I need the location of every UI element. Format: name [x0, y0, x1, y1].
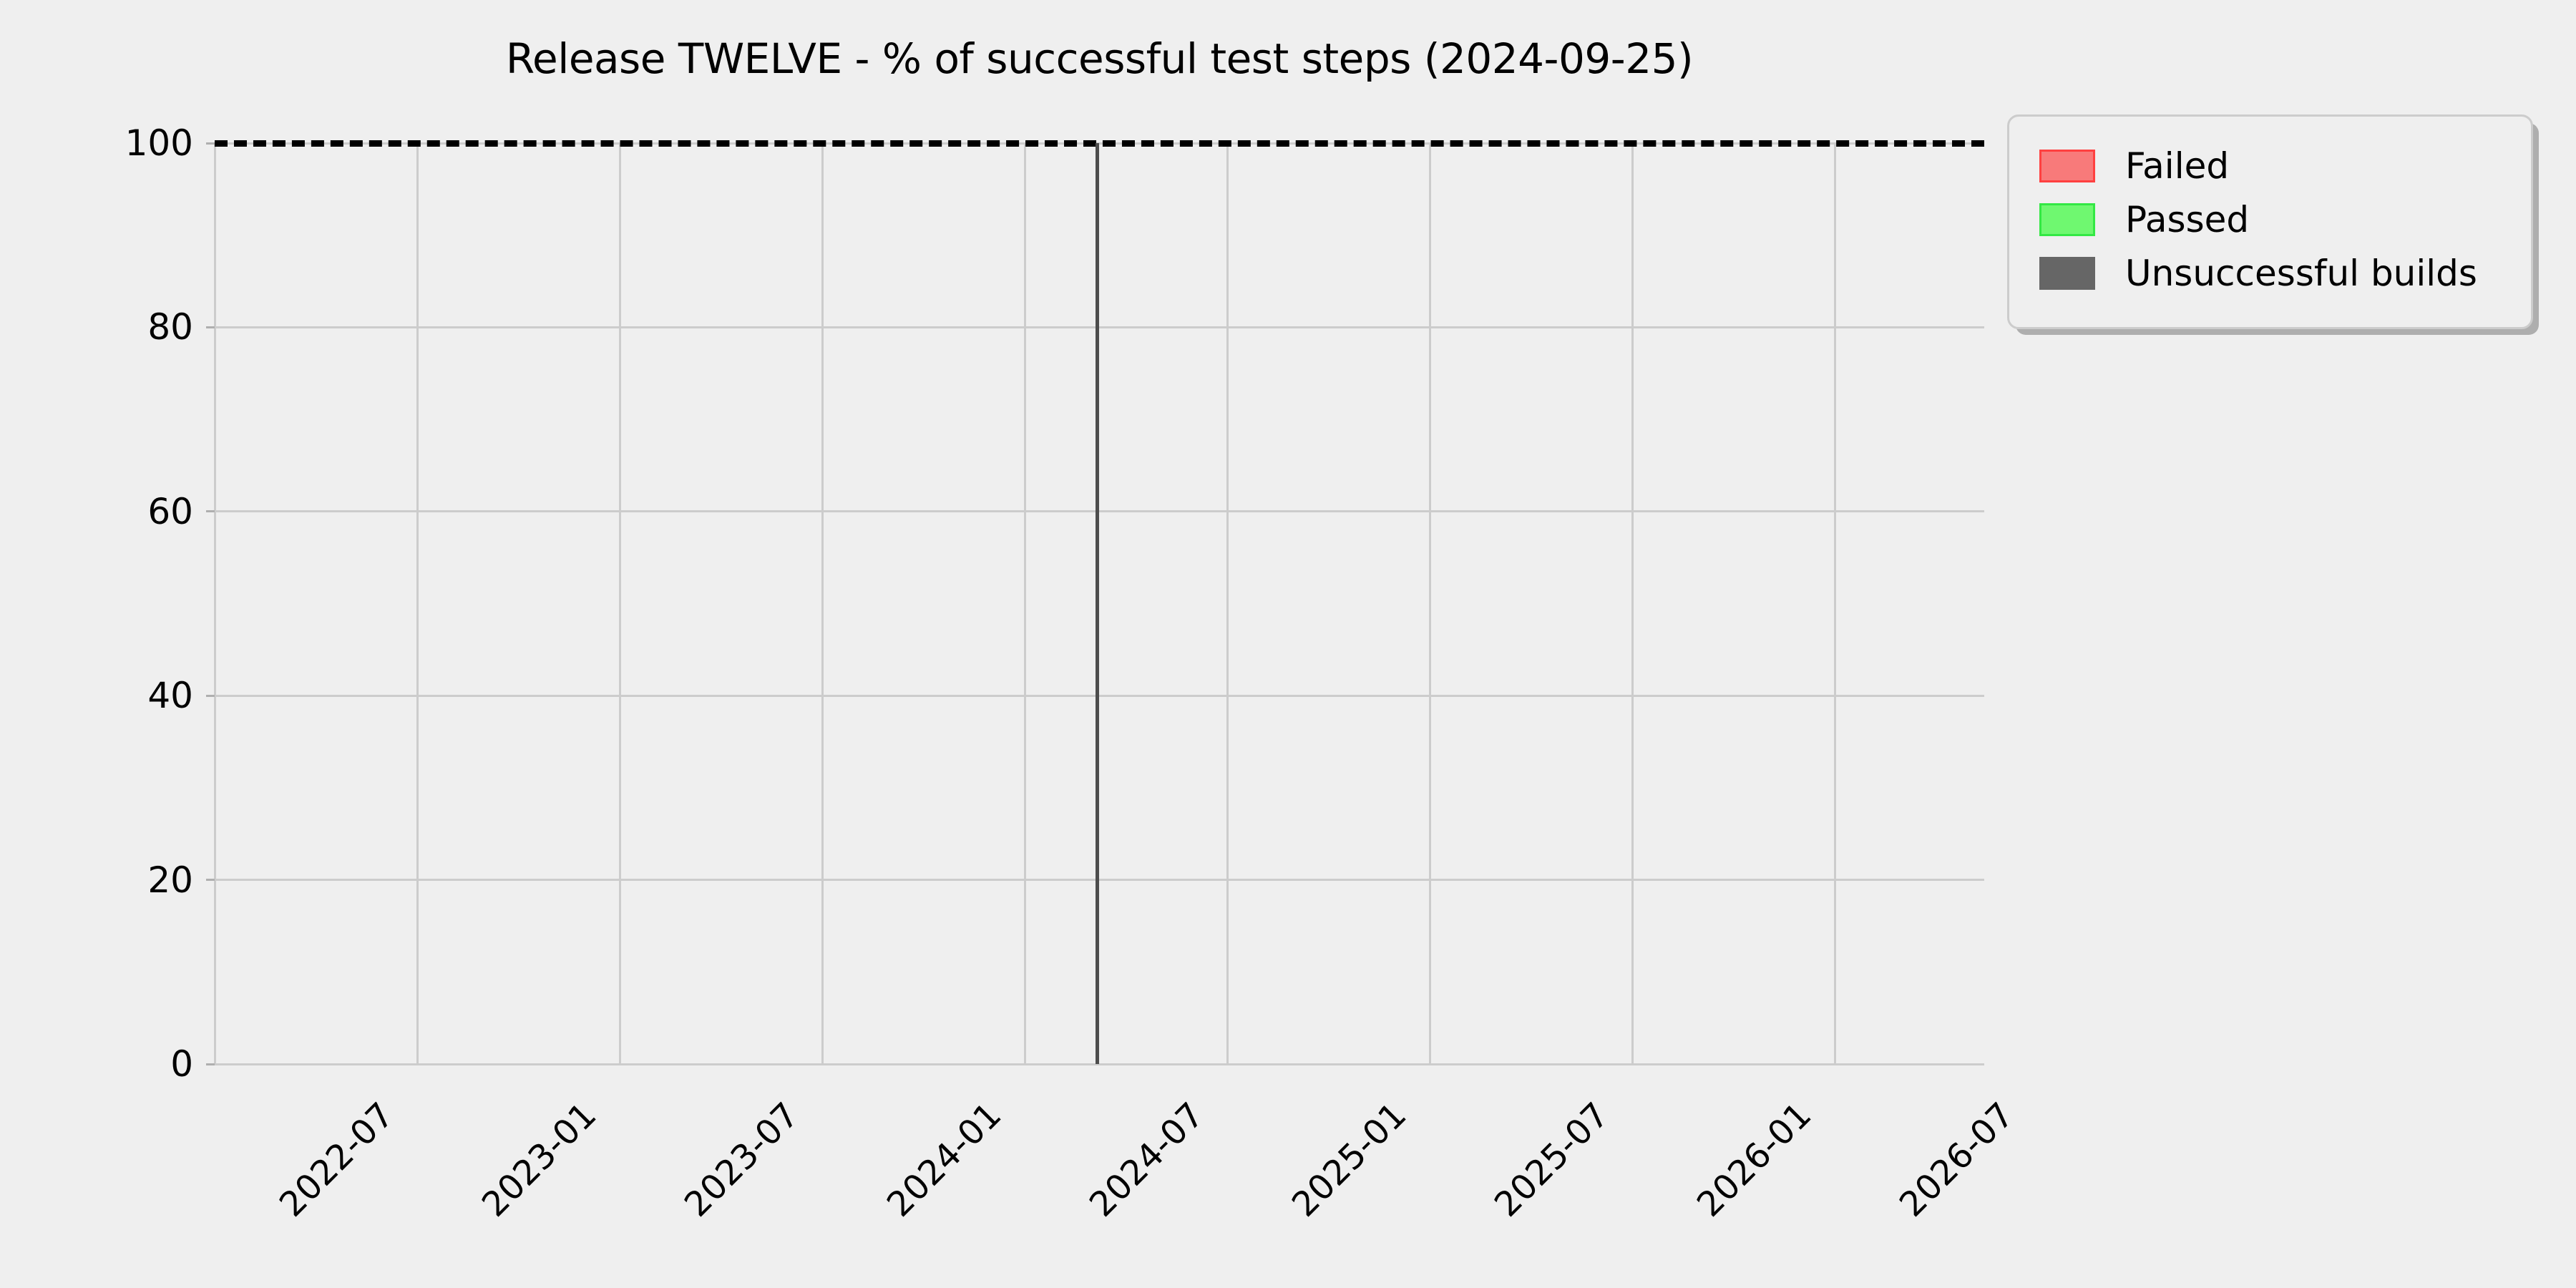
legend-swatch-passed [2039, 203, 2095, 236]
gridline-y-0 [215, 1063, 1984, 1065]
gridline-y-80 [215, 326, 1984, 328]
y-tick-mark-0 [206, 1063, 215, 1065]
legend-label-unsuccessful-builds: Unsuccessful builds [2125, 253, 2477, 294]
legend-label-failed: Failed [2125, 145, 2230, 187]
legend-item-failed[interactable]: Failed [2039, 144, 2229, 188]
legend-swatch-unsuccessful-builds [2039, 257, 2095, 290]
gridline-y-60 [215, 510, 1984, 513]
y-tick-mark-60 [206, 510, 215, 513]
x-tick-label-2025-07: 2025-07 [1486, 1095, 1617, 1225]
y-tick-mark-20 [206, 879, 215, 882]
y-tick-label-40: 40 [147, 675, 193, 717]
x-tick-label-2023-07: 2023-07 [676, 1095, 807, 1225]
gridline-x-2026-01 [1631, 143, 1634, 1064]
x-tick-label-2026-07: 2026-07 [1891, 1095, 2022, 1225]
today-marker-line [1096, 143, 1100, 1064]
plot-area [213, 140, 1984, 1065]
y-tick-label-60: 60 [147, 490, 193, 532]
gridline-x-2023-07 [618, 143, 621, 1064]
gridline-x-2023-01 [416, 143, 419, 1064]
x-tick-label-2023-01: 2023-01 [474, 1095, 605, 1225]
gridline-x-2024-01 [821, 143, 824, 1064]
x-tick-label-2022-07: 2022-07 [271, 1095, 402, 1225]
x-tick-label-2025-01: 2025-01 [1284, 1095, 1415, 1225]
gridline-x-2022-07 [213, 143, 216, 1064]
gridline-y-40 [215, 694, 1984, 697]
y-tick-label-0: 0 [170, 1043, 193, 1085]
legend-label-passed: Passed [2125, 199, 2250, 240]
x-tick-label-2026-01: 2026-01 [1689, 1095, 1820, 1225]
legend-item-unsuccessful-builds[interactable]: Unsuccessful builds [2039, 251, 2477, 296]
chart-title: Release TWELVE - % of successful test st… [505, 34, 1694, 83]
gridline-y-20 [215, 879, 1984, 882]
gridline-x-2024-07 [1023, 143, 1026, 1064]
gridline-x-2025-07 [1428, 143, 1431, 1064]
y-tick-mark-100 [206, 142, 215, 145]
chart-legend[interactable]: Failed Passed Unsuccessful builds [2007, 114, 2533, 329]
legend-swatch-failed [2039, 150, 2095, 182]
y-tick-label-80: 80 [147, 306, 193, 348]
legend-item-passed[interactable]: Passed [2039, 197, 2249, 242]
y-tick-mark-40 [206, 694, 215, 697]
gridline-x-2026-07 [1833, 143, 1836, 1064]
x-tick-label-2024-07: 2024-07 [1081, 1095, 1212, 1225]
threshold-line-100 [215, 140, 1984, 147]
y-tick-label-20: 20 [147, 859, 193, 901]
gridline-x-2025-01 [1226, 143, 1229, 1064]
x-tick-label-2024-01: 2024-01 [879, 1095, 1010, 1225]
y-tick-mark-80 [206, 326, 215, 328]
y-tick-label-100: 100 [125, 122, 193, 164]
